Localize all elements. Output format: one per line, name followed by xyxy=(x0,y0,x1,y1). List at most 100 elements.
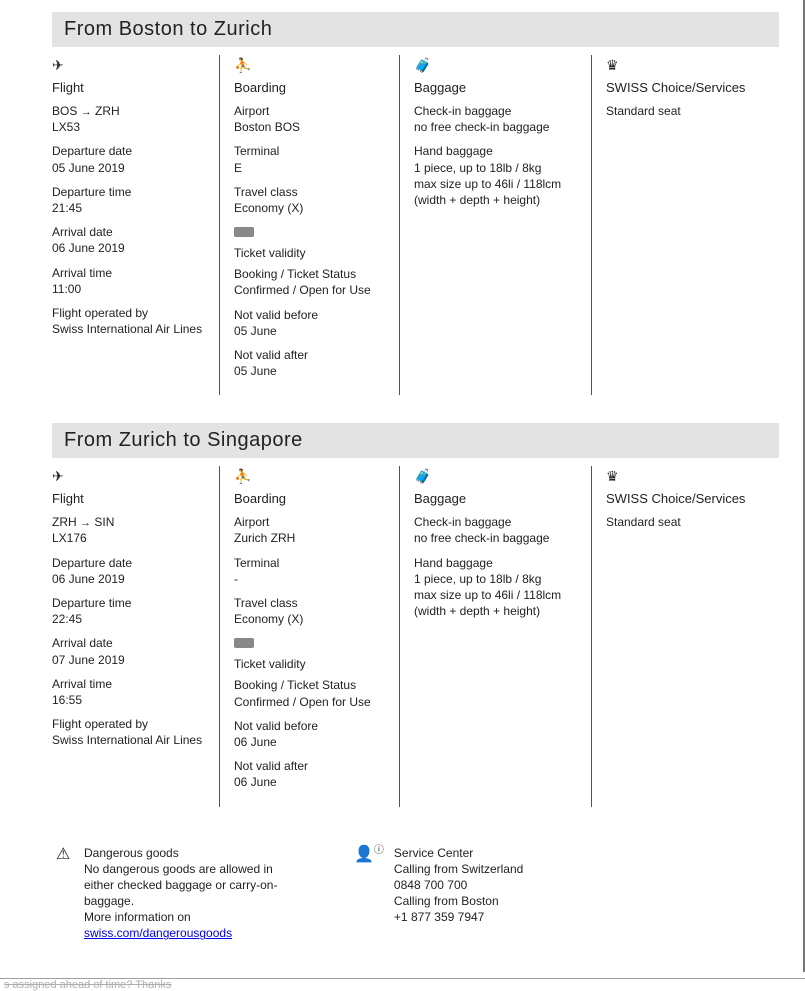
boarding-title: Boarding xyxy=(234,80,385,95)
services-title: SWISS Choice/Services xyxy=(606,491,765,506)
ticket-validity-label: Ticket validity xyxy=(234,246,385,260)
ticket-validity-label: Ticket validity xyxy=(234,657,385,671)
hand-line1: 1 piece, up to 18lb / 8kg xyxy=(414,571,577,587)
class-label: Travel class xyxy=(234,595,385,611)
arr-date-label: Arrival date xyxy=(52,635,205,651)
services-column: ♛ SWISS Choice/Services Standard seat xyxy=(592,466,779,806)
terminal-label: Terminal xyxy=(234,143,385,159)
status: Confirmed / Open for Use xyxy=(234,282,385,298)
hand-line2: max size up to 46li / 118lcm xyxy=(414,587,577,603)
airport-label: Airport xyxy=(234,514,385,530)
baggage-title: Baggage xyxy=(414,80,577,95)
baggage-column: 🧳 Baggage Check-in baggage no free check… xyxy=(400,55,592,395)
services-column: ♛ SWISS Choice/Services Standard seat xyxy=(592,55,779,395)
operated-by: Swiss International Air Lines xyxy=(52,732,205,748)
flight-number: LX53 xyxy=(52,119,205,135)
hand-line1: 1 piece, up to 18lb / 8kg xyxy=(414,160,577,176)
sc-line1: Calling from Switzerland xyxy=(394,861,523,877)
dep-date: 06 June 2019 xyxy=(52,571,205,587)
checkin: no free check-in baggage xyxy=(414,119,577,135)
hand-line3: (width + depth + height) xyxy=(414,192,577,208)
operated-by: Swiss International Air Lines xyxy=(52,321,205,337)
seat: Standard seat xyxy=(606,514,765,530)
hand-label: Hand baggage xyxy=(414,555,577,571)
dg-line1: No dangerous goods are allowed in either… xyxy=(84,861,294,910)
class: Economy (X) xyxy=(234,200,385,216)
segment-header: From Boston to Zurich xyxy=(52,12,779,47)
nva: 05 June xyxy=(234,363,385,379)
hand-line2: max size up to 46li / 118lcm xyxy=(414,176,577,192)
dep-time-label: Departure time xyxy=(52,595,205,611)
nva: 06 June xyxy=(234,774,385,790)
plane-icon: ✈ xyxy=(52,55,205,80)
person-gate-icon: ⛹ xyxy=(234,466,385,491)
dep-date-label: Departure date xyxy=(52,555,205,571)
warning-icon: ⚠ xyxy=(56,845,74,942)
flight-number: LX176 xyxy=(52,530,205,546)
operated-by-label: Flight operated by xyxy=(52,716,205,732)
terminal-label: Terminal xyxy=(234,555,385,571)
arr-time: 16:55 xyxy=(52,692,205,708)
airport-label: Airport xyxy=(234,103,385,119)
nva-label: Not valid after xyxy=(234,758,385,774)
arr-date-label: Arrival date xyxy=(52,224,205,240)
terminal: E xyxy=(234,160,385,176)
airport: Boston BOS xyxy=(234,119,385,135)
footer: ⚠ Dangerous goods No dangerous goods are… xyxy=(52,835,779,952)
segment-header: From Zurich to Singapore xyxy=(52,423,779,458)
dg-title: Dangerous goods xyxy=(84,845,294,861)
segment-body: ✈ Flight BOS → ZRH LX53 Departure date 0… xyxy=(52,55,779,395)
checkin-label: Check-in baggage xyxy=(414,103,577,119)
nvb-label: Not valid before xyxy=(234,307,385,323)
services-title: SWISS Choice/Services xyxy=(606,80,765,95)
nvb: 05 June xyxy=(234,323,385,339)
baggage-column: 🧳 Baggage Check-in baggage no free check… xyxy=(400,466,592,806)
crown-icon: ♛ xyxy=(606,466,765,491)
hand-line3: (width + depth + height) xyxy=(414,603,577,619)
bottom-strip-text: s assigned ahead of time? Thanks xyxy=(0,978,805,991)
sc-line2: Calling from Boston xyxy=(394,893,523,909)
flight-column: ✈ Flight BOS → ZRH LX53 Departure date 0… xyxy=(52,55,220,395)
dep-date-label: Departure date xyxy=(52,143,205,159)
nvb-label: Not valid before xyxy=(234,718,385,734)
arr-date: 06 June 2019 xyxy=(52,240,205,256)
flight-column: ✈ Flight ZRH → SIN LX176 Departure date … xyxy=(52,466,220,806)
terminal: - xyxy=(234,571,385,587)
service-center-block: 👤ⓘ Service Center Calling from Switzerla… xyxy=(354,845,523,942)
boarding-column: ⛹ Boarding Airport Zurich ZRH Terminal -… xyxy=(220,466,400,806)
route-to: SIN xyxy=(94,515,114,529)
arrow-icon: → xyxy=(80,517,91,529)
class: Economy (X) xyxy=(234,611,385,627)
class-label: Travel class xyxy=(234,184,385,200)
flight-title: Flight xyxy=(52,80,205,95)
dep-date: 05 June 2019 xyxy=(52,160,205,176)
route-from: ZRH xyxy=(52,515,77,529)
itinerary-page: From Boston to Zurich ✈ Flight BOS → ZRH… xyxy=(0,0,805,972)
boarding-column: ⛹ Boarding Airport Boston BOS Terminal E… xyxy=(220,55,400,395)
airport: Zurich ZRH xyxy=(234,530,385,546)
checkin-label: Check-in baggage xyxy=(414,514,577,530)
hand-label: Hand baggage xyxy=(414,143,577,159)
ticket-icon xyxy=(234,635,385,649)
route-from: BOS xyxy=(52,104,77,118)
arrow-icon: → xyxy=(81,106,92,118)
dangerous-goods-block: ⚠ Dangerous goods No dangerous goods are… xyxy=(56,845,294,942)
person-info-icon: 👤ⓘ xyxy=(354,845,384,942)
person-gate-icon: ⛹ xyxy=(234,55,385,80)
crown-icon: ♛ xyxy=(606,55,765,80)
dep-time: 22:45 xyxy=(52,611,205,627)
flight-title: Flight xyxy=(52,491,205,506)
nva-label: Not valid after xyxy=(234,347,385,363)
nvb: 06 June xyxy=(234,734,385,750)
dg-line2: More information on xyxy=(84,909,294,925)
arr-time: 11:00 xyxy=(52,281,205,297)
suitcase-icon: 🧳 xyxy=(414,55,577,80)
ticket-icon xyxy=(234,224,385,238)
seat: Standard seat xyxy=(606,103,765,119)
arr-date: 07 June 2019 xyxy=(52,652,205,668)
dg-link[interactable]: swiss.com/dangerousgoods xyxy=(84,926,232,940)
checkin: no free check-in baggage xyxy=(414,530,577,546)
plane-icon: ✈ xyxy=(52,466,205,491)
operated-by-label: Flight operated by xyxy=(52,305,205,321)
route-to: ZRH xyxy=(95,104,120,118)
